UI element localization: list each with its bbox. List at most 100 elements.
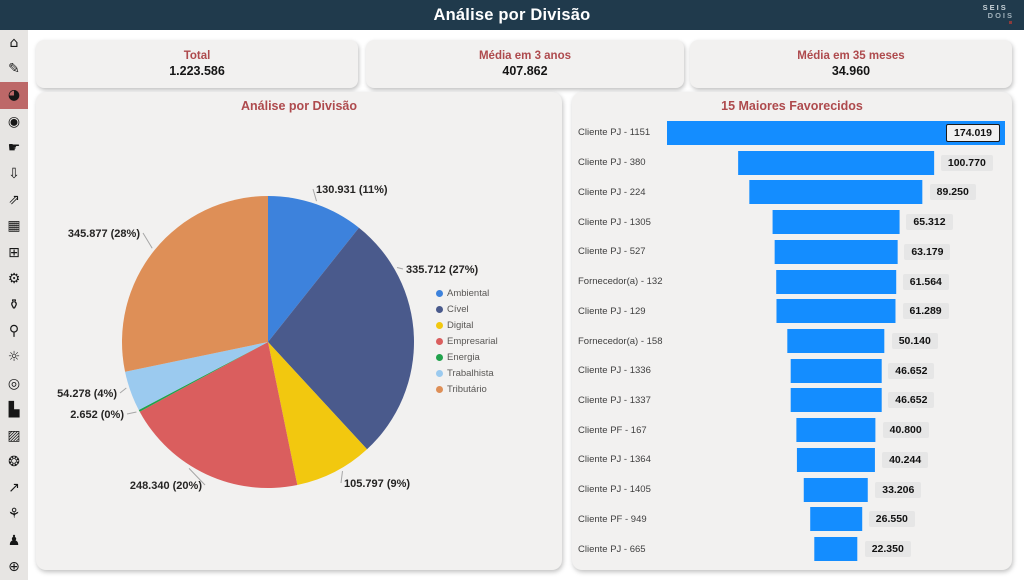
funnel-value-label: 46.652	[888, 362, 935, 379]
sidebar-item-money-bag[interactable]: ⚱	[0, 292, 28, 318]
sidebar-item-coins[interactable]: ❂	[0, 449, 28, 475]
kpi-label: Média em 3 anos	[478, 50, 572, 62]
funnel-bar[interactable]	[814, 537, 858, 562]
sidebar-item-chart-audit[interactable]: ⚲	[0, 318, 28, 344]
pie-slice-energia[interactable]	[138, 342, 268, 412]
funnel-bar-zone: 65.312	[666, 207, 1006, 237]
funnel-row: Fornecedor(a) - 158 50.140	[578, 326, 1006, 356]
funnel-value-label: 63.179	[904, 243, 951, 260]
globe-icon: ⊕	[8, 558, 20, 575]
funnel-row: Cliente PJ - 129 61.289	[578, 296, 1006, 326]
funnel-bar[interactable]	[738, 150, 934, 175]
funnel-bar[interactable]	[749, 180, 923, 205]
funnel-value-label: 61.564	[902, 273, 949, 290]
funnel-category-label: Cliente PJ - 527	[578, 246, 646, 258]
funnel-chart-card: 15 Maiores Favorecidos Cliente PJ - 1151…	[572, 92, 1012, 570]
funnel-bar[interactable]	[796, 418, 876, 443]
funnel-bar[interactable]	[776, 299, 896, 324]
favorecidos-funnel-chart: Cliente PJ - 1151 174.019 Cliente PJ - 380…	[578, 118, 1006, 564]
funnel-bar[interactable]	[790, 358, 882, 383]
money-bag-icon: ⚱	[8, 296, 20, 313]
funnel-bar-zone: 40.244	[666, 445, 1006, 475]
sidebar-item-chart-board[interactable]: ⊞	[0, 240, 28, 266]
logo-dot	[1009, 21, 1012, 24]
report-edit-icon: ✎	[8, 61, 20, 78]
pie-chart-title: Análise por Divisão	[240, 99, 357, 113]
legend-item-energia[interactable]: Energia	[436, 349, 498, 365]
funnel-bar[interactable]	[810, 507, 862, 532]
pie-label-leader-line	[396, 267, 404, 270]
pie-label-leader-line	[340, 470, 343, 484]
sidebar-item-pie-chart[interactable]: ◕	[0, 82, 28, 109]
funnel-row: Cliente PJ - 224 89.250	[578, 177, 1006, 207]
sidebar-item-dollar-rays[interactable]: ☼	[0, 344, 28, 370]
pie-slice-tributário[interactable]	[121, 196, 268, 372]
funnel-bar-zone: 33.206	[666, 475, 1006, 505]
sidebar-item-podium[interactable]: ▙	[0, 397, 28, 423]
pie-label-leader-line	[312, 188, 317, 202]
funnel-bar[interactable]	[790, 388, 882, 413]
sidebar-item-table[interactable]: ▦	[0, 213, 28, 239]
funnel-value-label: 22.350	[864, 541, 911, 558]
kpi-card-total: Total 1.223.586	[36, 40, 358, 88]
pie-slice-digital[interactable]	[268, 342, 368, 486]
pie-data-label: 2.652 (0%)	[70, 409, 124, 421]
sidebar-item-profit-growth[interactable]: ↗	[0, 475, 28, 501]
table-icon: ▦	[7, 218, 21, 235]
funnel-category-label: Cliente PJ - 1364	[578, 454, 651, 466]
sidebar-item-home[interactable]: ⌂	[0, 30, 28, 56]
kpi-card-media-3-anos: Média em 3 anos 407.862	[366, 40, 684, 88]
funnel-value-label: 174.019	[946, 123, 1000, 142]
funnel-row: Cliente PJ - 380 100.770	[578, 148, 1006, 178]
sidebar-item-people-chart[interactable]: ♟	[0, 528, 28, 554]
dollar-rays-icon: ☼	[7, 349, 21, 366]
legend-item-cível[interactable]: Cível	[436, 301, 498, 317]
legend-dot-icon	[436, 305, 443, 313]
funnel-row: Cliente PJ - 1364 40.244	[578, 445, 1006, 475]
legend-label: Cível	[447, 303, 469, 315]
funnel-bar[interactable]	[803, 477, 869, 502]
funnel-bar[interactable]	[776, 269, 896, 294]
funnel-bar[interactable]	[772, 210, 900, 235]
sidebar-nav: ⌂ ✎ ◕ ◉ ☛ ⇩ ⇗ ▦ ⊞ ⚙ ⚱ ⚲ ☼ ◎ ▙ ▨ ❂ ↗ ⚘ ♟ ⊕	[0, 30, 28, 580]
funnel-bar-zone: 46.652	[666, 356, 1006, 386]
pie-data-label: 54.278 (4%)	[57, 388, 117, 400]
target-icon: ◎	[7, 375, 21, 392]
legend-item-trabalhista[interactable]: Trabalhista	[436, 365, 498, 381]
legend-item-ambiental[interactable]: Ambiental	[436, 285, 498, 301]
legend-label: Ambiental	[447, 287, 490, 299]
funnel-bar-zone: 100.770	[666, 148, 1006, 178]
division-pie-chart[interactable]: 130.931 (11%) 335.712 (27%) 105.797 (9%) 24…	[36, 92, 562, 570]
legend-item-tributário[interactable]: Tributário	[436, 381, 498, 397]
pie-slice-ambiental[interactable]	[268, 196, 359, 342]
growth-chart-icon: ⇗	[8, 192, 20, 209]
pie-slice-cível[interactable]	[268, 227, 414, 450]
sidebar-item-globe[interactable]: ⊕	[0, 554, 28, 580]
pie-slice-trabalhista[interactable]	[125, 342, 268, 410]
funnel-category-label: Cliente PJ - 380	[578, 157, 646, 169]
legend-label: Trabalhista	[447, 367, 494, 379]
legend-label: Empresarial	[447, 335, 498, 347]
funnel-bar[interactable]	[774, 239, 898, 264]
sidebar-item-target[interactable]: ◎	[0, 370, 28, 396]
sidebar-item-gears[interactable]: ⚙	[0, 266, 28, 292]
funnel-bar[interactable]	[787, 329, 885, 353]
sidebar-item-discount-arrow[interactable]: ⇩	[0, 161, 28, 187]
funnel-row: Cliente PJ - 1405 33.206	[578, 475, 1006, 505]
kpi-value: 407.862	[502, 64, 548, 78]
legend-item-digital[interactable]: Digital	[436, 317, 498, 333]
funnel-bar[interactable]	[796, 447, 876, 472]
sidebar-item-growth-chart[interactable]: ⇗	[0, 187, 28, 213]
sidebar-item-report-edit[interactable]: ✎	[0, 56, 28, 82]
funnel-chart-title: 15 Maiores Favorecidos	[721, 99, 863, 113]
sidebar-item-money-tree[interactable]: ⚘	[0, 501, 28, 527]
legend-label: Tributário	[447, 383, 487, 395]
sidebar-item-combo-chart[interactable]: ▨	[0, 423, 28, 449]
sidebar-item-money-hand[interactable]: ☛	[0, 135, 28, 161]
money-tree-icon: ⚘	[7, 506, 21, 523]
funnel-bar-zone: 40.800	[666, 415, 1006, 445]
pie-slice-empresarial[interactable]	[139, 342, 298, 489]
legend-item-empresarial[interactable]: Empresarial	[436, 333, 498, 349]
sidebar-item-kpi-gauge[interactable]: ◉	[0, 109, 28, 135]
coins-icon: ❂	[8, 454, 20, 471]
